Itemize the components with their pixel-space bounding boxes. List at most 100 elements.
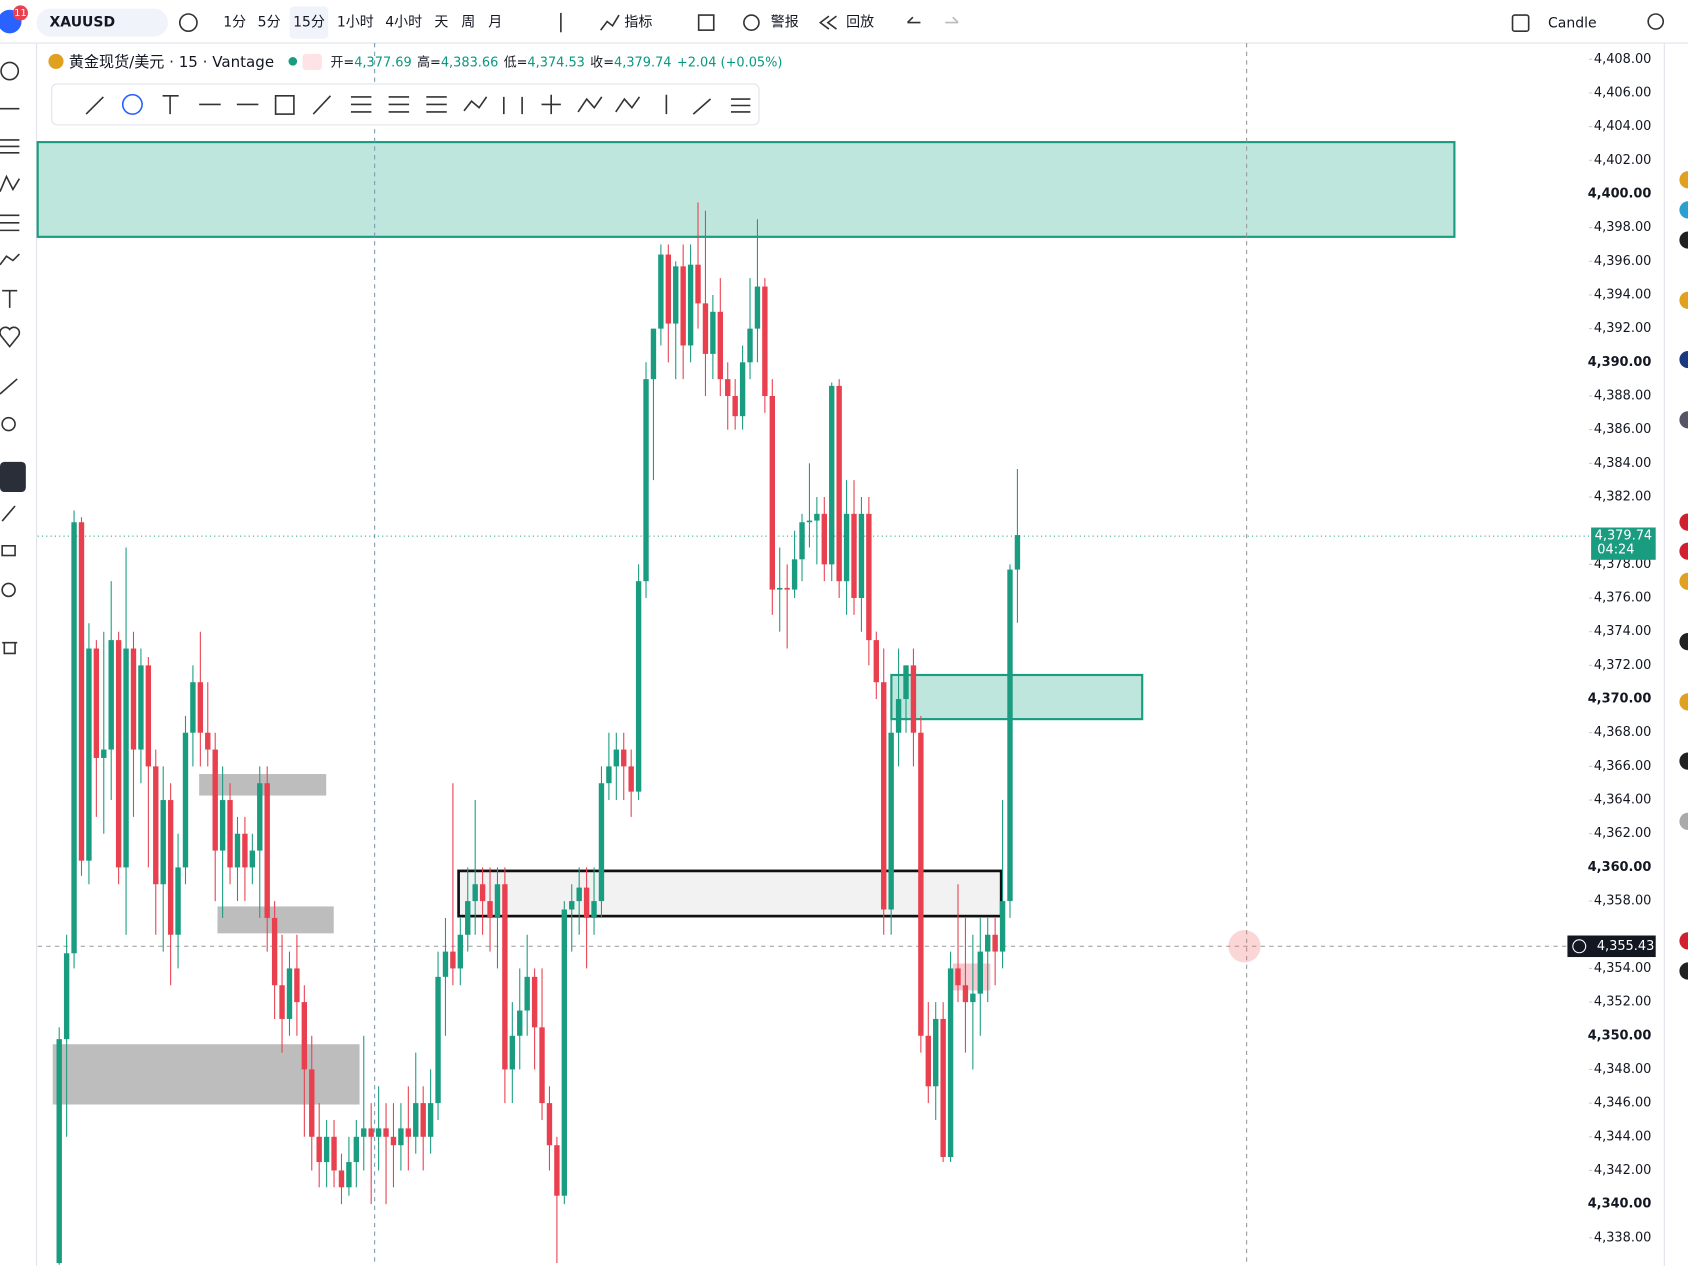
cursor (1228, 930, 1261, 963)
candle-body (323, 1136, 330, 1163)
indicators[interactable]: 指标 (624, 15, 652, 31)
candle-body (413, 1103, 419, 1137)
candle-body (918, 732, 924, 1036)
candle-body (621, 749, 627, 767)
interval[interactable]: 4小时 (385, 15, 422, 31)
left-tools[interactable] (0, 61, 21, 655)
candle-body (108, 640, 114, 750)
candle-body (970, 993, 976, 1003)
candle-body (138, 665, 144, 750)
chart-style[interactable]: Candle (1548, 16, 1597, 32)
y-tick-label: 4,344.00 (1594, 1129, 1651, 1144)
candle-body (420, 1103, 426, 1137)
candle-body (843, 513, 850, 582)
y-tick-label: 4,402.00 (1594, 153, 1651, 168)
candle-body (725, 379, 731, 396)
candle-body (338, 1170, 345, 1188)
y-tick-label: 4,404.00 (1594, 119, 1651, 134)
magnet-active[interactable] (0, 461, 26, 492)
candle-body (933, 1018, 939, 1087)
candle-body (754, 286, 761, 329)
gray-zone[interactable] (199, 774, 327, 796)
alert-icon[interactable] (743, 14, 760, 31)
redo-icon[interactable] (945, 16, 959, 24)
candle-body (368, 1128, 374, 1137)
candle-body (316, 1136, 322, 1163)
candle-body (398, 1128, 404, 1146)
interval[interactable]: 月 (488, 15, 502, 31)
candle-body (279, 985, 285, 1019)
drawings[interactable] (36, 141, 1456, 1105)
crosshair-box (1567, 935, 1656, 958)
demand-zone[interactable] (890, 673, 1144, 721)
candle-body (940, 1018, 946, 1157)
interval[interactable]: 1分 (223, 15, 246, 31)
candle-body (791, 559, 798, 590)
interval[interactable]: 1小时 (337, 15, 374, 31)
add-alert-icon[interactable] (1572, 939, 1587, 954)
candle-body (242, 833, 248, 868)
candle-body (405, 1128, 412, 1137)
interval[interactable]: 5分 (258, 15, 281, 31)
candle-body (777, 587, 783, 590)
candle-body (494, 884, 501, 918)
candle-body (955, 968, 961, 986)
layout-icon[interactable] (697, 14, 715, 31)
candle-body (78, 522, 85, 861)
undo-icon[interactable] (906, 16, 921, 24)
candle-body (346, 1162, 352, 1188)
candle-body (814, 513, 820, 521)
indicator-icon[interactable] (600, 14, 620, 31)
candle-body (732, 395, 738, 417)
candle-body (86, 648, 92, 861)
candle-body (895, 699, 902, 733)
candle-body (851, 513, 857, 599)
y-tick-label: 4,376.00 (1594, 591, 1651, 606)
y-tick-label: 4,348.00 (1594, 1062, 1651, 1077)
candle-body (450, 951, 456, 969)
add-icon[interactable] (178, 13, 198, 33)
y-tick-label: 4,350.00 (1588, 1028, 1652, 1043)
gray-zone[interactable] (52, 1044, 360, 1105)
candle-body (947, 968, 954, 1157)
interval[interactable]: 15分 (293, 15, 325, 31)
y-tick-label: 4,396.00 (1594, 254, 1651, 269)
candle-body (881, 682, 887, 910)
candle-body (866, 513, 872, 641)
candle-body (249, 850, 256, 868)
y-tick-label: 4,386.00 (1594, 422, 1651, 437)
candle-body (301, 1002, 308, 1070)
interval[interactable]: 天 (434, 15, 448, 31)
candle-body (829, 385, 835, 565)
supply-zone[interactable] (36, 141, 1456, 238)
replay[interactable]: 回放 (846, 15, 874, 31)
y-tick-label: 4,388.00 (1594, 388, 1651, 403)
candle-body (576, 887, 582, 902)
candle-body (821, 513, 827, 565)
legend-values: 开=4,377.69 高=4,383.66 低=4,374.53 收=4,379.74… (330, 54, 782, 70)
range-box[interactable] (457, 869, 1003, 918)
screenshot-icon[interactable] (1647, 13, 1665, 30)
candle-body (93, 648, 100, 758)
checkbox[interactable] (1511, 14, 1530, 33)
replay-icon[interactable] (818, 15, 837, 30)
drawing-tools[interactable] (85, 93, 751, 115)
candle-body (1007, 569, 1013, 902)
candle-body (910, 665, 917, 733)
candle-body (205, 732, 211, 750)
symbol-box[interactable] (36, 8, 168, 37)
y-tick-label: 4,352.00 (1594, 995, 1651, 1010)
y-tick-label: 4,366.00 (1594, 759, 1651, 774)
alerts[interactable]: 警报 (771, 15, 799, 31)
candle-body (606, 766, 612, 784)
candle-body (925, 1035, 931, 1087)
candle-body (784, 587, 790, 590)
candle-body (56, 1039, 62, 1264)
y-tick-label: 4,354.00 (1594, 961, 1651, 976)
candle-body (361, 1128, 367, 1137)
status-dot (288, 57, 298, 66)
y-tick-label: 4,394.00 (1594, 287, 1651, 302)
candle-body (687, 264, 694, 346)
interval[interactable]: 周 (461, 15, 475, 31)
symbol[interactable]: XAUUSD (50, 15, 116, 31)
